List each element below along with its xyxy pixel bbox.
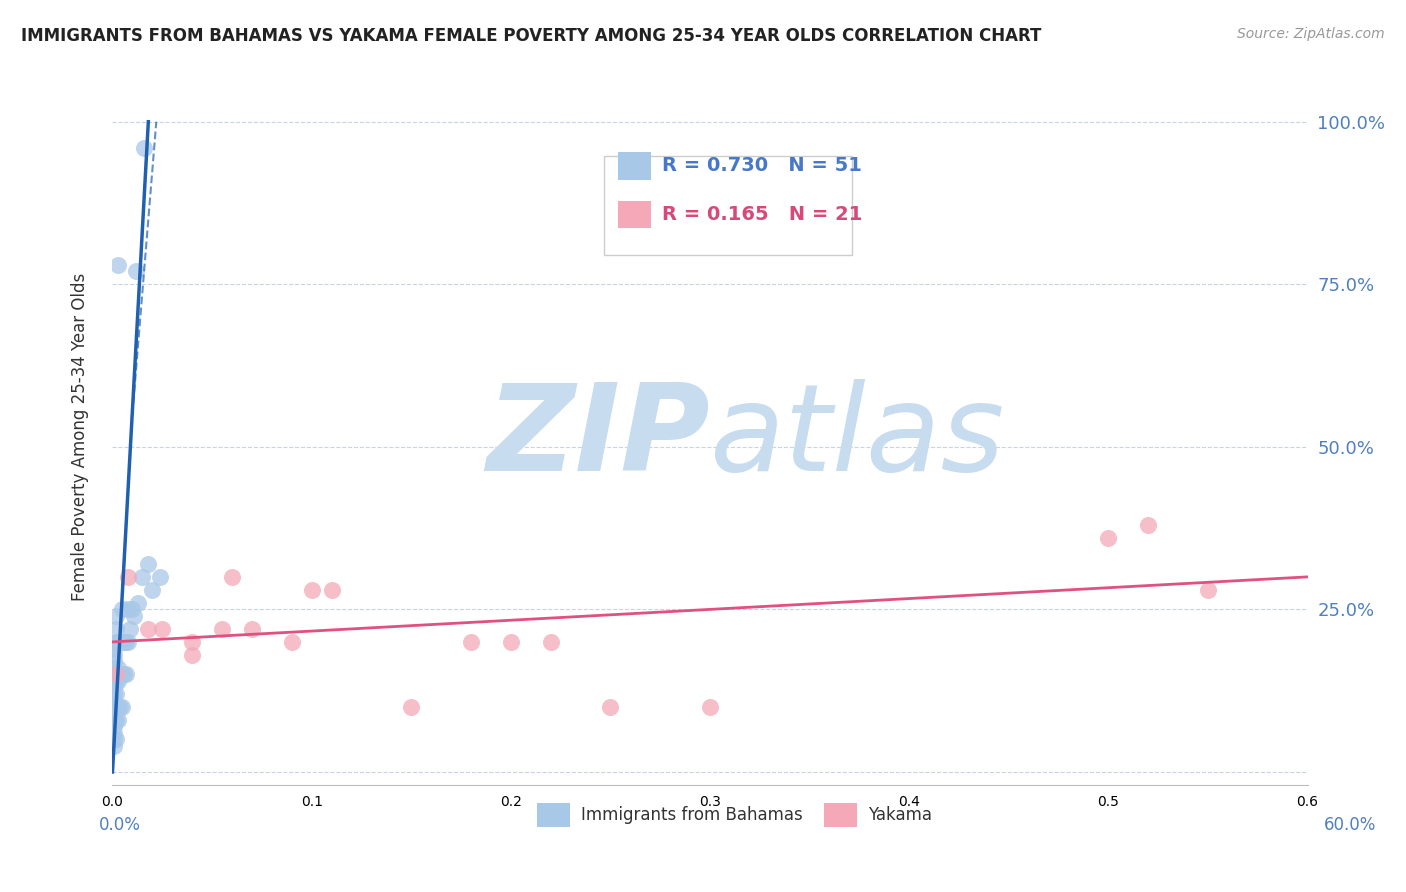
Point: [103, 739, 125, 753]
Point: [138, 557, 160, 571]
Point: [127, 596, 149, 610]
Point: [149, 570, 172, 584]
Point: [107, 661, 129, 675]
Point: [103, 641, 125, 656]
Point: [111, 700, 134, 714]
Point: [460, 635, 482, 649]
Point: [138, 622, 160, 636]
FancyBboxPatch shape: [619, 152, 651, 179]
Text: R = 0.730   N = 51: R = 0.730 N = 51: [662, 156, 862, 175]
Point: [125, 264, 148, 278]
Point: [105, 667, 128, 681]
Point: [105, 732, 128, 747]
Point: [107, 700, 129, 714]
Point: [181, 648, 204, 662]
Text: ZIP: ZIP: [486, 378, 710, 496]
Point: [699, 700, 721, 714]
FancyBboxPatch shape: [603, 156, 852, 255]
Point: [240, 622, 263, 636]
Text: Immigrants from Bahamas: Immigrants from Bahamas: [581, 805, 803, 824]
Point: [107, 713, 129, 727]
Text: Source: ZipAtlas.com: Source: ZipAtlas.com: [1237, 27, 1385, 41]
Point: [114, 667, 135, 681]
Point: [110, 635, 132, 649]
Point: [103, 700, 125, 714]
Point: [120, 622, 142, 636]
Point: [105, 687, 128, 701]
Point: [103, 661, 125, 675]
Y-axis label: Female Poverty Among 25-34 Year Olds: Female Poverty Among 25-34 Year Olds: [70, 273, 89, 601]
Point: [150, 622, 173, 636]
Text: atlas: atlas: [710, 378, 1005, 496]
Point: [211, 622, 233, 636]
Point: [111, 602, 134, 616]
Point: [599, 700, 621, 714]
Point: [103, 719, 125, 733]
FancyBboxPatch shape: [537, 803, 571, 827]
Point: [1097, 531, 1119, 545]
Text: IMMIGRANTS FROM BAHAMAS VS YAKAMA FEMALE POVERTY AMONG 25-34 YEAR OLDS CORRELATI: IMMIGRANTS FROM BAHAMAS VS YAKAMA FEMALE…: [21, 27, 1042, 45]
Point: [103, 648, 125, 662]
Point: [110, 667, 132, 681]
Point: [103, 726, 125, 740]
Point: [499, 635, 522, 649]
Point: [321, 582, 343, 597]
Point: [105, 713, 128, 727]
Point: [103, 713, 125, 727]
Point: [105, 635, 128, 649]
Point: [117, 570, 139, 584]
Point: [141, 582, 163, 597]
Point: [103, 706, 125, 721]
Point: [103, 667, 125, 681]
Text: Yakama: Yakama: [868, 805, 932, 824]
Point: [103, 687, 125, 701]
Point: [105, 673, 128, 688]
Point: [103, 681, 125, 695]
Point: [117, 602, 139, 616]
Point: [114, 635, 135, 649]
Point: [131, 570, 153, 584]
Point: [105, 608, 128, 623]
Point: [105, 700, 128, 714]
Point: [401, 700, 423, 714]
Point: [115, 635, 138, 649]
Point: [221, 570, 243, 584]
Point: [107, 635, 129, 649]
Point: [301, 582, 323, 597]
Point: [1197, 582, 1219, 597]
Text: 60.0%: 60.0%: [1323, 815, 1376, 833]
Point: [117, 635, 139, 649]
Point: [111, 635, 134, 649]
Point: [103, 654, 125, 668]
Point: [107, 673, 129, 688]
Point: [105, 622, 128, 636]
Point: [111, 667, 134, 681]
Text: 0.0%: 0.0%: [98, 815, 141, 833]
Point: [103, 732, 125, 747]
Point: [103, 673, 125, 688]
FancyBboxPatch shape: [619, 201, 651, 228]
Text: R = 0.165   N = 21: R = 0.165 N = 21: [662, 205, 863, 224]
Point: [110, 700, 132, 714]
Point: [103, 693, 125, 707]
Point: [121, 602, 143, 616]
Point: [107, 258, 129, 272]
Point: [540, 635, 562, 649]
Point: [181, 635, 204, 649]
Point: [281, 635, 304, 649]
Point: [1137, 517, 1160, 532]
Point: [134, 141, 156, 155]
Point: [115, 667, 138, 681]
FancyBboxPatch shape: [824, 803, 858, 827]
Point: [124, 608, 146, 623]
